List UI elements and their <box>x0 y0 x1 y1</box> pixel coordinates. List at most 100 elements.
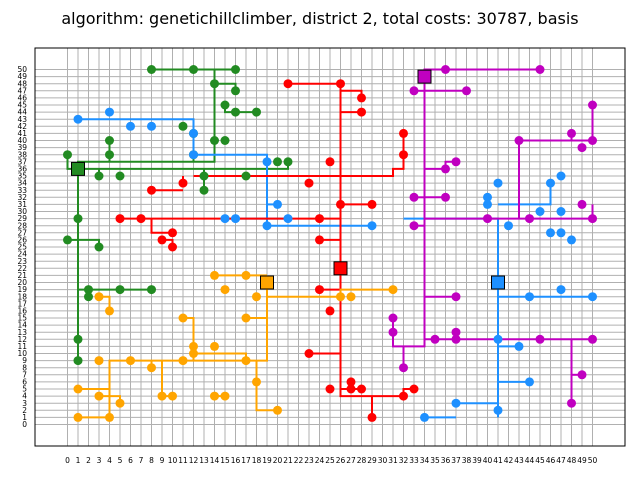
x-tick-label: 27 <box>346 456 356 465</box>
x-tick-label: 37 <box>451 456 461 465</box>
house-point-1 <box>556 207 566 216</box>
x-tick-label: 28 <box>357 456 367 465</box>
y-tick-label: 8 <box>22 363 27 372</box>
x-tick-label: 6 <box>128 456 133 465</box>
y-tick-label: 30 <box>17 207 27 216</box>
house-point-4 <box>451 292 461 302</box>
house-point-0 <box>178 121 188 131</box>
x-tick-label: 32 <box>399 456 409 465</box>
house-point-2 <box>115 214 125 224</box>
y-tick-label: 41 <box>17 129 27 138</box>
house-point-3 <box>241 313 251 323</box>
y-tick-label: 38 <box>17 150 27 159</box>
y-tick-label: 50 <box>17 65 27 74</box>
house-point-0 <box>73 334 83 344</box>
house-point-1 <box>546 228 555 238</box>
y-tick-label: 25 <box>17 243 27 252</box>
x-tick-label: 39 <box>472 456 482 465</box>
x-tick-label: 26 <box>336 456 346 465</box>
battery-marker-1 <box>491 275 505 290</box>
x-tick-label: 47 <box>556 456 566 465</box>
house-point-4 <box>535 334 545 344</box>
x-tick-label: 43 <box>514 456 524 465</box>
x-tick-label: 25 <box>325 456 335 465</box>
house-point-4 <box>399 363 408 373</box>
house-point-2 <box>357 107 366 117</box>
house-point-0 <box>199 171 209 181</box>
house-point-0 <box>105 136 114 145</box>
house-point-1 <box>367 221 377 231</box>
x-tick-label: 46 <box>546 456 556 465</box>
house-point-3 <box>157 391 167 401</box>
house-point-3 <box>210 391 219 401</box>
house-point-3 <box>210 270 219 280</box>
house-point-1 <box>126 121 135 131</box>
house-point-2 <box>399 150 408 160</box>
y-tick-label: 19 <box>17 285 27 294</box>
battery-marker-4 <box>417 69 432 84</box>
x-tick-label: 4 <box>107 456 112 465</box>
x-tick-label: 35 <box>430 456 440 465</box>
house-point-2 <box>367 412 377 422</box>
x-tick-label: 13 <box>199 456 209 465</box>
house-point-3 <box>346 292 356 302</box>
house-point-3 <box>220 391 230 401</box>
house-point-4 <box>483 214 492 224</box>
house-point-4 <box>451 334 461 344</box>
x-tick-label: 17 <box>241 456 251 465</box>
house-point-0 <box>210 79 219 89</box>
house-point-1 <box>525 292 534 302</box>
y-tick-label: 32 <box>17 193 27 202</box>
house-point-0 <box>189 65 198 74</box>
house-point-1 <box>525 377 534 387</box>
house-point-4 <box>514 136 524 145</box>
house-point-3 <box>210 341 219 351</box>
x-tick-label: 31 <box>388 456 398 465</box>
house-point-2 <box>283 79 293 89</box>
y-tick-label: 31 <box>17 200 27 209</box>
house-point-2 <box>315 235 324 245</box>
x-tick-label: 0 <box>65 456 70 465</box>
y-tick-label: 24 <box>17 250 27 259</box>
x-tick-label: 33 <box>409 456 419 465</box>
house-point-1 <box>147 121 156 131</box>
house-point-0 <box>73 356 83 366</box>
house-point-3 <box>168 391 177 401</box>
cable-line-3 <box>78 282 268 390</box>
house-point-1 <box>556 171 566 181</box>
x-tick-label: 9 <box>160 456 165 465</box>
house-point-4 <box>588 214 597 224</box>
house-point-3 <box>220 285 230 295</box>
house-point-1 <box>105 107 114 117</box>
house-point-2 <box>399 128 408 138</box>
y-tick-label: 15 <box>17 314 27 323</box>
house-point-1 <box>483 199 492 209</box>
y-tick-label: 5 <box>22 385 27 394</box>
cable-line-1 <box>78 118 372 227</box>
y-tick-label: 0 <box>22 420 27 429</box>
house-point-2 <box>315 214 324 224</box>
house-point-1 <box>189 150 198 160</box>
y-tick-label: 10 <box>17 349 27 358</box>
y-tick-label: 7 <box>22 370 27 379</box>
house-point-4 <box>462 86 471 96</box>
y-tick-label: 42 <box>17 122 27 131</box>
house-point-2 <box>409 384 419 394</box>
x-tick-label: 11 <box>178 456 188 465</box>
cable-lines <box>66 68 594 419</box>
house-point-2 <box>136 214 146 224</box>
x-tick-label: 23 <box>304 456 314 465</box>
house-point-3 <box>252 292 261 302</box>
house-point-1 <box>556 228 566 238</box>
house-point-0 <box>231 86 240 96</box>
x-tick-label: 34 <box>420 456 430 465</box>
y-tick-label: 11 <box>17 342 27 351</box>
house-point-0 <box>231 65 240 74</box>
house-point-4 <box>577 370 587 380</box>
y-tick-label: 37 <box>17 157 27 166</box>
y-tick-label: 23 <box>17 257 27 266</box>
cable-line-1 <box>498 183 552 206</box>
x-tick-label: 36 <box>441 456 451 465</box>
house-point-0 <box>147 285 156 295</box>
x-tick-label: 7 <box>139 456 144 465</box>
